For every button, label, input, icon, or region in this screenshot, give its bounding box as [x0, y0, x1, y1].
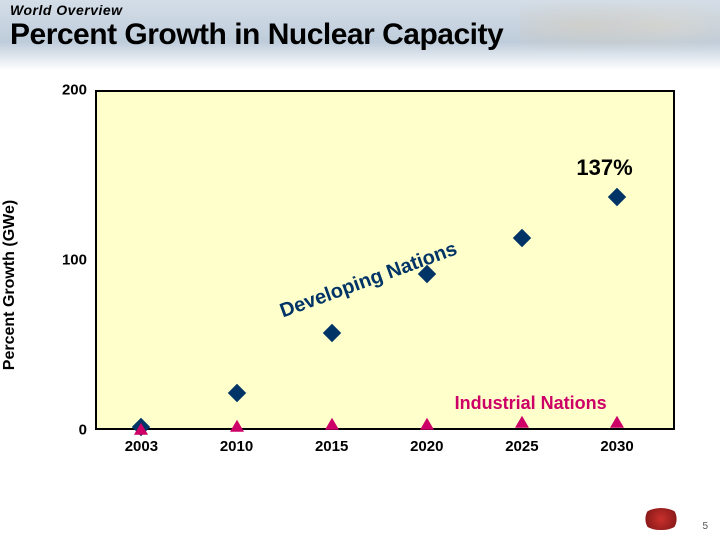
page-number: 5 — [702, 521, 708, 532]
triangle-marker — [610, 416, 624, 428]
x-tick-label: 2010 — [220, 430, 253, 455]
x-tick-label: 2030 — [600, 430, 633, 455]
triangle-marker — [134, 423, 148, 435]
x-tick-label: 2020 — [410, 430, 443, 455]
brand-logo-icon — [642, 508, 680, 530]
plot-background — [95, 90, 675, 430]
header-photo-overlay — [520, 0, 720, 65]
annotation-industrial: Industrial Nations — [455, 393, 607, 414]
x-tick-label: 2025 — [505, 430, 538, 455]
triangle-marker — [420, 418, 434, 430]
chart-container: Percent Growth (GWe) 137% Developing Nat… — [30, 90, 680, 480]
y-axis-label: Percent Growth (GWe) — [1, 200, 19, 370]
triangle-marker — [515, 416, 529, 428]
slide-title: Percent Growth in Nuclear Capacity — [10, 18, 503, 52]
triangle-marker — [325, 418, 339, 430]
plot-area: 137% Developing Nations Industrial Natio… — [95, 90, 675, 430]
y-tick-label: 200 — [62, 82, 95, 99]
annotation-137pct: 137% — [576, 155, 632, 181]
triangle-marker — [230, 419, 244, 431]
y-tick-label: 100 — [62, 252, 95, 269]
y-tick-label: 0 — [79, 422, 95, 439]
slide-subtitle: World Overview — [10, 2, 123, 18]
slide-header: World Overview Percent Growth in Nuclear… — [0, 0, 720, 70]
x-tick-label: 2015 — [315, 430, 348, 455]
